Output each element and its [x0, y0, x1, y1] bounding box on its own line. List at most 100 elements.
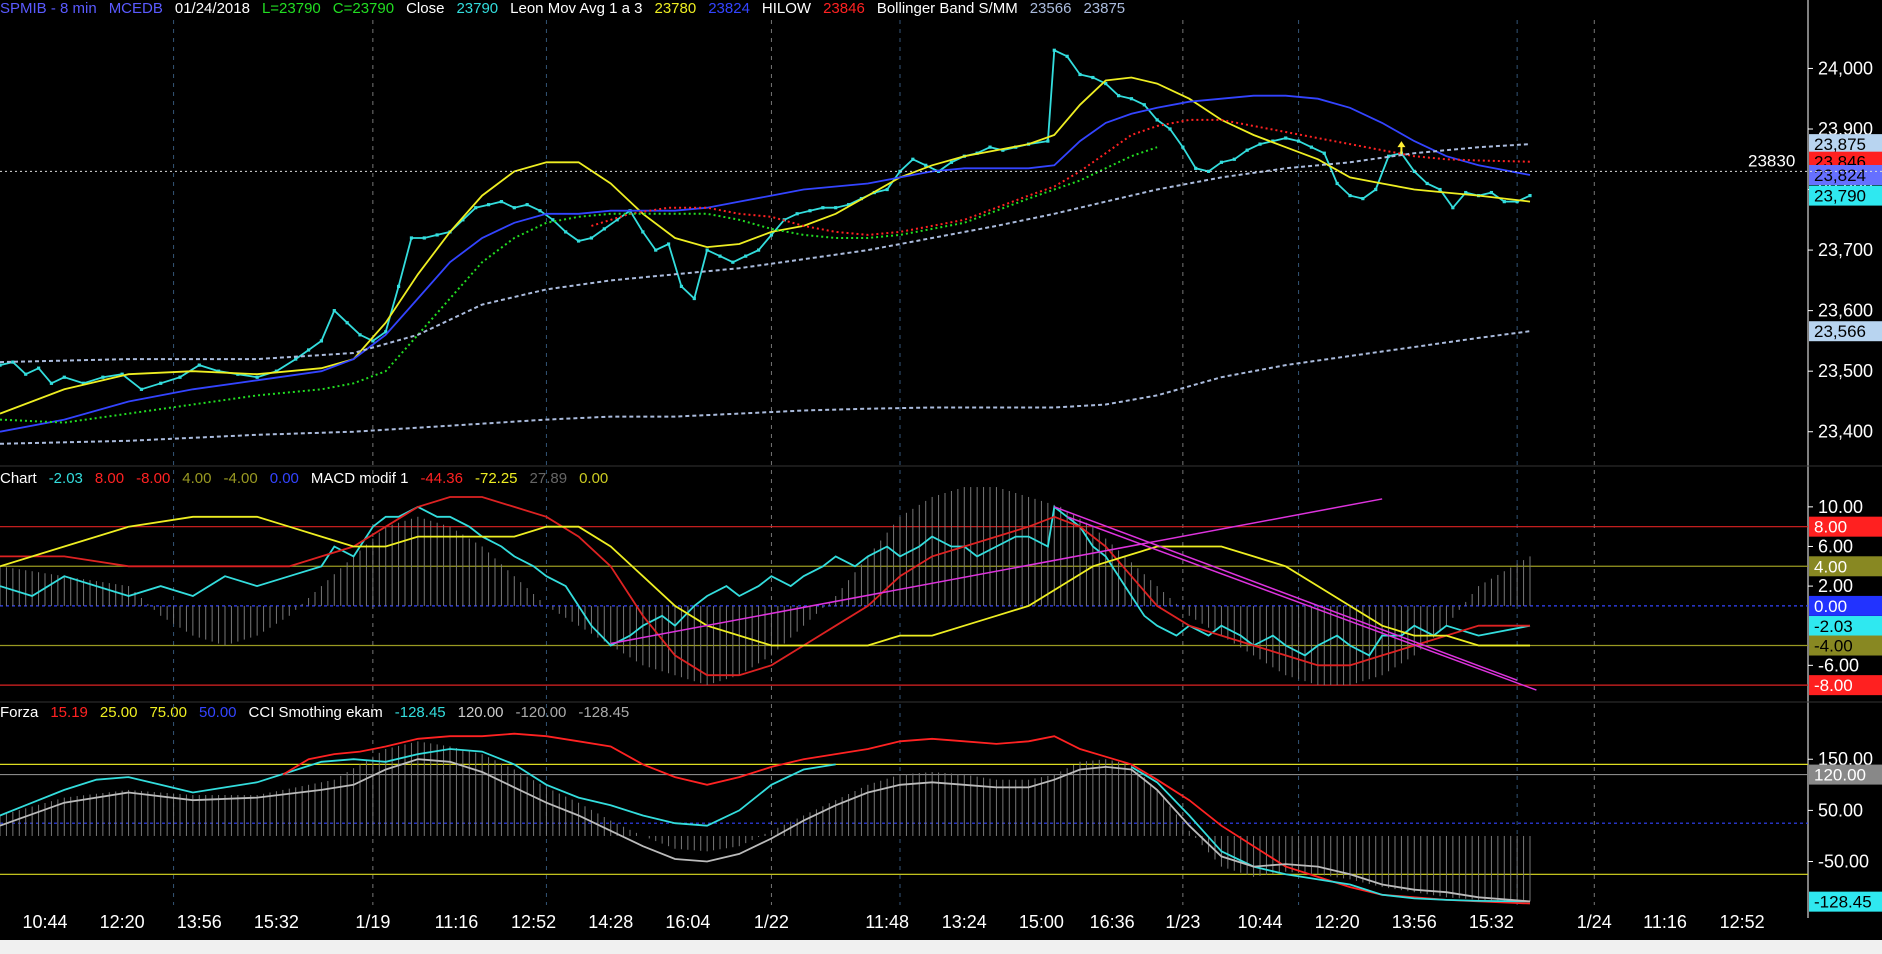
- close-point: [294, 357, 298, 361]
- header-price-item: 23566: [1029, 0, 1072, 17]
- close-point: [1155, 118, 1159, 122]
- close-point: [255, 375, 259, 379]
- header-macd-item: -44.36: [420, 470, 463, 487]
- header-price-item: HILOW: [761, 0, 812, 17]
- close-point: [332, 309, 336, 313]
- y-tick-label: 23,500: [1818, 361, 1873, 381]
- x-tick-label: 1/24: [1577, 912, 1612, 932]
- close-point: [1451, 206, 1455, 210]
- close-point: [1348, 193, 1352, 198]
- close-point: [345, 321, 349, 325]
- value-badge: [1809, 616, 1882, 637]
- close-point: [461, 218, 465, 222]
- close-point: [499, 200, 504, 204]
- close-point: [1412, 169, 1416, 173]
- cci-header: Forza 15.19 25.00 75.00 50.00 CCI Smothing ek…: [0, 704, 641, 722]
- y-tick-label: 6.00: [1818, 536, 1853, 556]
- close-point: [666, 242, 671, 246]
- series-line: [0, 76, 1531, 415]
- series-line: [0, 48, 1531, 391]
- close-point: [589, 236, 594, 240]
- header-cci-item: -128.45: [394, 704, 446, 721]
- x-tick-label: 12:20: [1315, 912, 1360, 932]
- close-point: [1001, 148, 1005, 152]
- close-point: [1361, 197, 1365, 201]
- close-point: [422, 236, 426, 240]
- value-badge: [1809, 595, 1882, 616]
- header-price-item: Bollinger Band S/MM: [876, 0, 1018, 17]
- close-point: [236, 372, 240, 376]
- close-point: [1046, 139, 1050, 143]
- value-badge: [1809, 185, 1882, 206]
- header-macd-item: MACD modif 1: [310, 470, 409, 487]
- value-badge-label: 23,875: [1814, 135, 1866, 154]
- header-cci-item: CCI Smothing ekam: [248, 704, 383, 721]
- value-badge-label: 4.00: [1814, 557, 1847, 576]
- close-point: [1309, 145, 1314, 149]
- close-point: [197, 363, 201, 367]
- header-cci-item: Forza: [0, 704, 39, 721]
- close-point: [178, 375, 182, 379]
- x-tick-label: 15:32: [1469, 912, 1514, 932]
- close-point: [1104, 81, 1108, 86]
- close-point: [1245, 148, 1249, 152]
- close-point: [36, 366, 41, 370]
- close-point: [24, 372, 28, 376]
- value-badge-label: -128.45: [1814, 893, 1872, 912]
- series-line: [0, 330, 1531, 445]
- close-point: [139, 387, 144, 391]
- series-line: [0, 143, 1531, 364]
- close-point: [744, 254, 748, 258]
- close-point: [705, 248, 709, 252]
- close-point: [474, 206, 478, 210]
- close-point: [1065, 54, 1069, 58]
- header-price-item: 01/24/2018: [174, 0, 250, 17]
- x-tick-label: 11:16: [435, 912, 479, 932]
- x-tick-label: 1/22: [754, 912, 789, 932]
- header-cci-item: 120.00: [457, 704, 504, 721]
- x-tick-label: 16:36: [1090, 912, 1135, 932]
- close-point: [216, 369, 221, 373]
- close-point: [731, 260, 735, 264]
- close-point: [1284, 136, 1288, 140]
- x-tick-label: 12:52: [1720, 912, 1765, 932]
- close-point: [795, 212, 799, 216]
- y-tick-label: 150.00: [1818, 749, 1873, 769]
- close-point: [435, 233, 439, 237]
- value-badge: [1809, 165, 1882, 186]
- close-point: [1129, 97, 1134, 101]
- header-price-item: 23875: [1083, 0, 1126, 17]
- x-tick-label: 13:56: [1392, 912, 1437, 932]
- close-point: [769, 233, 774, 237]
- close-point: [1168, 127, 1172, 131]
- header-price-item: MCEDB: [108, 0, 163, 17]
- series-line: [0, 748, 836, 827]
- close-point: [49, 381, 54, 385]
- x-tick-label: 1/23: [1165, 912, 1200, 932]
- value-badge-label: 0.00: [1814, 597, 1847, 616]
- price-panel: 24,00023,90023,80023,70023,60023,50023,4…: [0, 48, 1882, 445]
- y-tick-label: 50.00: [1818, 800, 1863, 820]
- close-point: [576, 239, 581, 243]
- close-point: [1181, 145, 1185, 149]
- header-price-item: 23846: [823, 0, 865, 17]
- close-point: [808, 209, 812, 213]
- y-tick-label: 23,400: [1818, 422, 1873, 442]
- series-line: [0, 496, 1530, 677]
- close-point: [319, 339, 324, 343]
- close-point: [679, 284, 684, 289]
- close-point: [396, 284, 401, 289]
- x-tick-label: 10:44: [1237, 912, 1282, 932]
- close-point: [274, 369, 279, 373]
- y-tick-label: 23,900: [1818, 119, 1873, 139]
- close-point: [512, 206, 516, 210]
- close-point: [834, 206, 838, 210]
- close-point: [1464, 190, 1468, 195]
- close-point: [1515, 200, 1519, 204]
- header-cci-item: 25.00: [99, 704, 138, 721]
- close-point: [1052, 48, 1056, 52]
- cci-panel: 150.00 50.00 -50.00 120.00 -128.45: [0, 732, 1882, 912]
- header-macd-item: -4.00: [223, 470, 258, 487]
- header-price-item: Leon Mov Avg 1 a 3: [510, 0, 643, 17]
- header-macd-item: 0.00: [579, 470, 609, 487]
